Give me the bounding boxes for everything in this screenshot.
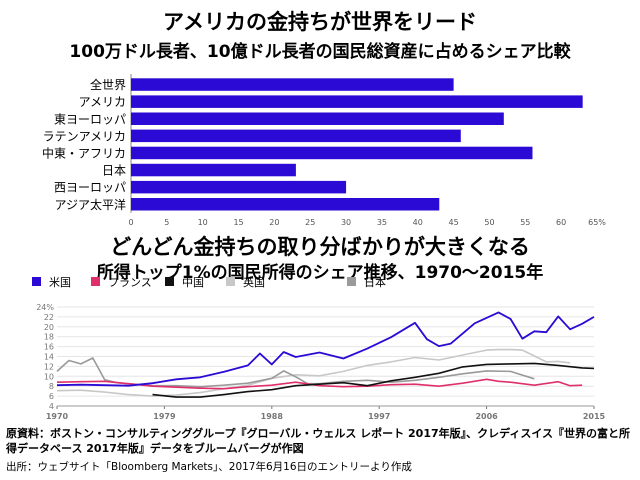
legend-swatch-1 — [91, 277, 100, 286]
bar-2 — [131, 112, 504, 125]
bar-label-4: 中東・アフリカ — [42, 145, 126, 160]
legend-label-2: 中国 — [182, 276, 204, 289]
origin-note: 出所：ウェブサイト「Bloomberg Markets」、2017年6月16日の… — [6, 461, 412, 473]
bar-label-2: 東ヨーロッパ — [54, 112, 126, 126]
bar-1 — [131, 95, 583, 108]
bar-xtick-10: 50 — [484, 218, 494, 227]
ytick-4: 12 — [44, 362, 54, 371]
series-line-3 — [56, 348, 571, 397]
bar-chart: 全世界アメリカ東ヨーロッパラテンアメリカ中東・アフリカ日本西ヨーロッパアジア太平… — [42, 74, 606, 227]
bar-label-7: アジア太平洋 — [54, 197, 126, 212]
series-line-4 — [56, 357, 535, 388]
ytick-7: 18 — [44, 333, 54, 342]
source-note: 原資料：ボストン・コンサルティンググループ『グローバル・ウェルス レポート 20… — [6, 427, 631, 455]
bar-xtick-12: 60 — [556, 218, 566, 227]
chart2-title: どんどん金持ちの取り分ばかりが大きくなる — [110, 235, 530, 259]
series-line-2 — [152, 362, 595, 398]
ytick-3: 10 — [44, 372, 54, 381]
series-line-0 — [56, 311, 595, 387]
bar-xtick-3: 15 — [233, 218, 243, 227]
legend-swatch-0 — [32, 277, 41, 286]
legend-label-1: フランス — [108, 276, 152, 289]
bar-xtick-7: 35 — [377, 218, 387, 227]
bar-xtick-6: 30 — [341, 218, 351, 227]
bar-0 — [131, 78, 454, 91]
bar-xtick-13: 65% — [588, 218, 606, 227]
ytick-9: 22 — [44, 313, 54, 322]
ytick-0: 4 — [49, 402, 54, 411]
bar-label-6: 西ヨーロッパ — [54, 181, 126, 195]
bar-xtick-0: 0 — [128, 218, 133, 227]
xtick-5: 2015 — [583, 412, 606, 421]
series-line-1 — [56, 378, 583, 390]
bar-label-3: ラテンアメリカ — [43, 129, 126, 143]
bar-xtick-9: 45 — [449, 218, 459, 227]
xtick-0: 1970 — [46, 412, 69, 421]
bar-xtick-8: 40 — [413, 218, 423, 227]
ytick-10: 24% — [36, 303, 54, 312]
xtick-3: 1997 — [368, 412, 390, 421]
xtick-1: 1979 — [153, 412, 176, 421]
legend-label-4: 日本 — [364, 275, 386, 289]
legend-label-3: 英国 — [243, 275, 265, 289]
bar-3 — [131, 129, 461, 143]
bar-xtick-4: 20 — [269, 218, 279, 227]
ytick-6: 16 — [44, 343, 54, 352]
ytick-2: 8 — [49, 382, 54, 391]
legend-swatch-2 — [165, 277, 174, 286]
chart1-subtitle: 100万ドル長者、10億ドル長者の国民総資産に占めるシェア比較 — [69, 42, 571, 62]
chart1-title: アメリカの金持ちが世界をリード — [163, 10, 477, 34]
bar-7 — [131, 198, 440, 211]
bar-xtick-11: 55 — [520, 218, 530, 227]
bar-xtick-5: 25 — [305, 218, 315, 227]
xtick-4: 2006 — [475, 412, 498, 421]
xtick-2: 1988 — [261, 412, 284, 421]
legend-label-0: 米国 — [49, 276, 71, 289]
legend-swatch-3 — [226, 277, 235, 286]
bar-label-1: アメリカ — [79, 95, 126, 109]
bar-xtick-2: 10 — [198, 218, 208, 227]
ytick-5: 14 — [44, 353, 54, 362]
bar-xtick-1: 5 — [164, 218, 169, 227]
bar-label-5: 日本 — [102, 164, 126, 178]
bar-4 — [131, 146, 533, 160]
legend-swatch-4 — [347, 277, 356, 286]
ytick-8: 20 — [44, 323, 54, 332]
chart2-subtitle: 所得トップ1%の国民所得のシェア推移、1970〜2015年 — [96, 263, 544, 283]
bar-5 — [131, 163, 296, 177]
bar-6 — [131, 180, 347, 194]
ytick-1: 6 — [49, 392, 54, 401]
bar-label-0: 全世界 — [90, 77, 126, 92]
